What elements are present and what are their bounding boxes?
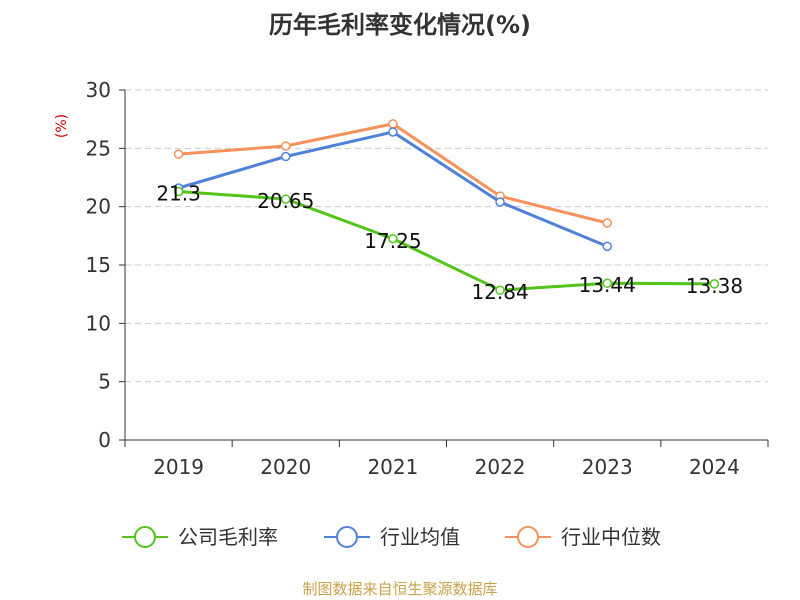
- data-point: [388, 119, 398, 129]
- data-point: [495, 285, 505, 295]
- data-point: [173, 186, 184, 197]
- y-tick-label: 20: [86, 195, 111, 219]
- y-tick-label: 5: [98, 370, 111, 394]
- series-line-2: [178, 122, 608, 225]
- data-label: 17.25: [364, 229, 421, 253]
- series-layer: [173, 119, 720, 295]
- x-tick-label: 2024: [689, 455, 740, 479]
- legend-label: 公司毛利率: [178, 525, 278, 549]
- legend-label: 行业均值: [380, 525, 460, 549]
- legend-marker: [134, 526, 156, 548]
- data-label: 21.3: [156, 182, 201, 206]
- data-point: [602, 218, 612, 228]
- x-tick-label: 2019: [153, 455, 204, 479]
- chart-title: 历年毛利率变化情况(%): [269, 11, 531, 39]
- source-note: 制图数据来自恒生聚源数据库: [302, 580, 497, 598]
- data-point: [388, 127, 398, 137]
- data-point: [173, 149, 184, 159]
- data-labels: 21.3 20.65 17.25 12.84 13.44 13.38: [156, 182, 743, 305]
- x-tick-label: 2023: [582, 455, 633, 479]
- y-tick-label: 25: [86, 136, 111, 160]
- y-tick-label: 0: [98, 428, 111, 452]
- y-tick-label: 10: [86, 311, 111, 335]
- axes: 0 5 10 15 20 25 30 2019 2020 2021 2022 2023 2024: [86, 78, 769, 479]
- legend-marker: [336, 526, 358, 548]
- legend-label: 行业中位数: [561, 525, 661, 549]
- data-point: [709, 279, 720, 289]
- data-label: 13.44: [579, 273, 636, 297]
- data-point: [281, 194, 291, 204]
- data-point: [281, 151, 291, 162]
- series-line-0: [178, 190, 715, 292]
- data-point: [281, 141, 291, 151]
- x-tick-label: 2020: [260, 455, 311, 479]
- legend: 公司毛利率 行业均值 行业中位数: [122, 525, 661, 549]
- grid-layer: [125, 89, 768, 383]
- data-point: [602, 278, 612, 288]
- data-point: [495, 197, 505, 207]
- data-point: [602, 241, 612, 252]
- y-tick-label: 15: [86, 253, 111, 277]
- legend-marker: [517, 526, 539, 548]
- data-label: 20.65: [257, 189, 314, 213]
- x-tick-label: 2021: [367, 455, 418, 479]
- x-tick-label: 2022: [475, 455, 526, 479]
- data-point: [388, 234, 398, 244]
- y-axis-unit: (%): [54, 114, 70, 138]
- data-label: 12.84: [471, 280, 528, 304]
- y-tick-label: 30: [86, 78, 111, 102]
- data-label: 13.38: [686, 274, 743, 298]
